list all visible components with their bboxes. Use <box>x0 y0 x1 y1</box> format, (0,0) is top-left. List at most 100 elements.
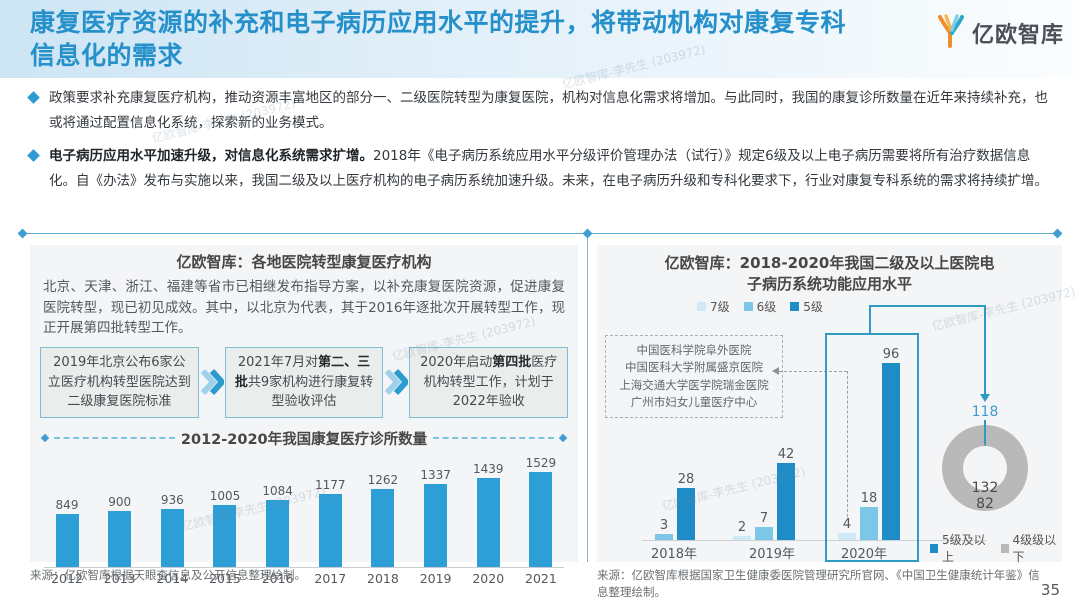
left-chart-title: 2012-2020年我国康复医疗诊所数量 <box>180 431 428 448</box>
panel-divider-line <box>587 233 588 562</box>
right-bar-column: 4 <box>838 517 856 540</box>
x-axis-tick: 2012 <box>51 570 83 586</box>
x-axis-tick: 2018 <box>367 570 399 586</box>
x-axis-tick: 2020 <box>472 570 505 586</box>
page-title: 康复医疗资源的补充和电子病历应用水平的提升，将带动机构对康复专科 信息化的需求 <box>30 7 846 72</box>
connector-line <box>869 305 871 333</box>
left-bar-column: 936 <box>149 493 195 567</box>
x-axis-tick: 2019 <box>419 570 452 586</box>
x-axis-tick: 2018年 <box>650 547 698 562</box>
right-bar-column: 3 <box>655 518 673 540</box>
diamond-bullet-icon <box>27 149 40 162</box>
chevron-right-icon <box>199 347 225 418</box>
arrow-down-icon <box>980 394 990 402</box>
bar-value-label: 936 <box>160 492 184 507</box>
legend-swatch-icon <box>697 302 706 311</box>
x-axis-tick: 2013 <box>103 570 136 586</box>
left-bar-column: 1529 <box>518 456 564 567</box>
right-source-note: 来源：亿欧智库根据国家卫生健康委医院管理研究所官网、《中国卫生健康统计年鉴》信息… <box>597 568 1040 600</box>
connector-line <box>869 305 986 307</box>
x-axis-tick: 2014 <box>156 570 189 586</box>
bar <box>777 463 795 540</box>
legend-swatch-icon <box>930 543 938 553</box>
annotation-line: 广州市妇女儿童医疗中心 <box>630 394 758 409</box>
diamond-marker-icon <box>582 228 593 239</box>
step-2-text: 2021年7月对第二、三批共9家机构进行康复转型验收评估 <box>234 355 374 409</box>
left-bar-column: 1262 <box>360 473 406 567</box>
left-panel-description: 北京、天津、浙江、福建等省市已相继发布指导方案，以补充康复医院资源，促进康复医院… <box>43 279 565 336</box>
bar <box>838 533 856 540</box>
step-1-text: 2019年北京公布6家公立医疗机构转型医院达到二级康复医院标准 <box>47 355 191 409</box>
brand-logo: 亿欧智库 <box>934 12 1064 54</box>
legend-swatch-icon <box>1000 543 1009 553</box>
annotation-line: 中国医科大学附属盛京医院 <box>625 360 763 375</box>
left-panel-title: 亿欧智库：各地医院转型康复医疗机构 <box>176 253 432 271</box>
legend-item: 6级 <box>743 298 776 315</box>
bullet-emr-text: 电子病历应用水平加速升级，对信息化系统需求扩增。2018年《电子病历系统应用水平… <box>49 148 1048 189</box>
x-axis-tick: 2019年 <box>748 547 796 562</box>
x-axis-tick: 2017 <box>314 570 347 586</box>
x-axis-tick: 2015 <box>209 570 241 586</box>
x-axis-tick: 2021 <box>525 570 557 586</box>
bullet-policy-text: 政策要求补充康复医疗机构，推动资源丰富地区的部分一、二级医院转型为康复医院，机构… <box>49 90 1048 131</box>
bar <box>476 477 500 567</box>
bar-value-label: 1529 <box>525 455 557 470</box>
bar <box>529 471 553 567</box>
bar-value-label: 1439 <box>472 461 504 476</box>
dashed-rule <box>54 437 175 439</box>
left-panel: 亿欧智库：各地医院转型康复医疗机构 北京、天津、浙江、福建等省市已相继发布指导方… <box>30 245 578 586</box>
page-title-line2: 信息化的需求 <box>30 40 184 70</box>
bar-value-label: 849 <box>55 497 79 512</box>
x-axis-tick: 2020年 <box>840 547 888 562</box>
legend-item: 4级级以下 <box>1000 531 1063 565</box>
bar-value-label: 1337 <box>420 467 451 482</box>
bar <box>213 504 237 567</box>
highlight-box-2020 <box>825 333 919 562</box>
bullet-emr: 电子病历应用水平加速升级，对信息化系统需求扩增。2018年《电子病历系统应用水平… <box>27 144 1056 193</box>
bar-value-label: 7 <box>759 511 769 526</box>
right-bar-column: 96 <box>882 347 900 540</box>
dashed-rule <box>433 437 555 439</box>
right-bar-column: 2 <box>733 520 751 540</box>
eo-logo-icon <box>934 12 968 54</box>
bar <box>733 536 751 540</box>
bar <box>677 488 695 540</box>
right-panel: 亿欧智库：2018-2020年我国二级及以上医院电 子病历系统功能应用水平 7级… <box>597 245 1062 565</box>
bar <box>424 483 448 567</box>
bar-value-label: 1005 <box>209 488 241 503</box>
bar-value-label: 28 <box>677 472 695 487</box>
donut-chart <box>942 425 1028 511</box>
legend-swatch-icon <box>743 302 753 311</box>
bar <box>655 534 673 540</box>
diamond-bullet-icon <box>27 91 40 104</box>
donut-pointer-line <box>984 420 986 444</box>
hospital-annotation-box: 中国医科学院阜外医院 中国医科大学附属盛京医院 上海交通大学医学院瑞金医院 广州… <box>605 335 783 418</box>
chevron-right-icon <box>383 347 409 418</box>
left-bar-column: 1084 <box>255 484 301 567</box>
right-bar-column: 42 <box>777 447 795 540</box>
x-axis-line <box>642 540 987 541</box>
transformation-steps: 2019年北京公布6家公立医疗机构转型医院达到二级康复医院标准 2021年7月对… <box>40 347 569 418</box>
page-number: 35 <box>1040 581 1060 599</box>
brand-name: 亿欧智库 <box>971 23 1064 48</box>
diamond-marker-icon <box>558 433 568 443</box>
diamond-marker-icon <box>1052 228 1063 239</box>
left-bar-column: 849 <box>44 498 90 567</box>
bar <box>108 510 132 567</box>
diamond-marker-icon <box>40 433 50 443</box>
legend-item: 7级 <box>697 298 730 315</box>
bar-value-label: 1084 <box>262 483 293 498</box>
right-panel-title: 亿欧智库：2018-2020年我国二级及以上医院电 子病历系统功能应用水平 <box>664 254 995 293</box>
step-3-text: 2020年启动第四批医疗机构转型工作，计划于2022年验收 <box>420 355 558 409</box>
bar-value-label: 4 <box>842 517 852 532</box>
donut-legend: 5级及以上 4级级以下 <box>930 531 1062 565</box>
dashed-connector-vertical <box>847 371 848 517</box>
bar-value-label: 96 <box>882 347 900 362</box>
legend-item: 5级 <box>790 298 823 315</box>
bar-value-label: 1262 <box>367 472 399 487</box>
left-chart-title-row: 2012-2020年我国康复医疗诊所数量 <box>40 428 568 449</box>
bar-value-label: 3 <box>659 518 669 533</box>
bar-value-label: 42 <box>777 447 795 462</box>
right-bar-column: 28 <box>677 472 695 540</box>
header-band: 康复医疗资源的补充和电子病历应用水平的提升，将带动机构对康复专科 信息化的需求 … <box>0 0 1080 78</box>
